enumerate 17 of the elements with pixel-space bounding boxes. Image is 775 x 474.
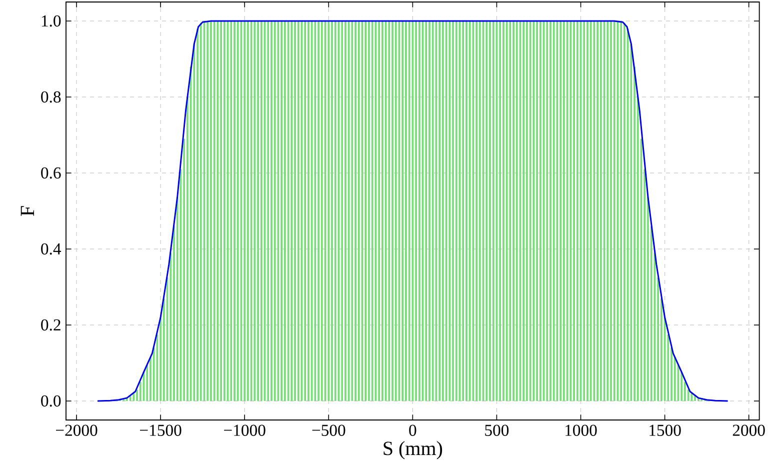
y-tick-label: 0.2 (41, 319, 60, 331)
x-tick-label: 500 (485, 424, 509, 436)
y-tick-label: 0.6 (41, 167, 61, 179)
y-axis-title: F (20, 206, 34, 216)
y-tick-label: 0.8 (41, 91, 61, 103)
x-tick-label: 1000 (566, 424, 597, 436)
y-tick-label: 1.0 (42, 15, 61, 27)
x-tick-label: −1500 (140, 424, 182, 436)
y-tick-label: 0.4 (41, 243, 62, 255)
y-tick-label: 0.0 (41, 395, 61, 407)
x-axis-title: S (mm) (384, 441, 442, 460)
x-tick-label: 1500 (650, 424, 681, 436)
x-tick-label: 0 (409, 424, 416, 436)
x-tick-label: −500 (312, 424, 346, 436)
x-tick-label: 2000 (732, 424, 765, 436)
x-tick-label: −1000 (224, 424, 266, 436)
x-tick-label: −2000 (56, 424, 98, 436)
